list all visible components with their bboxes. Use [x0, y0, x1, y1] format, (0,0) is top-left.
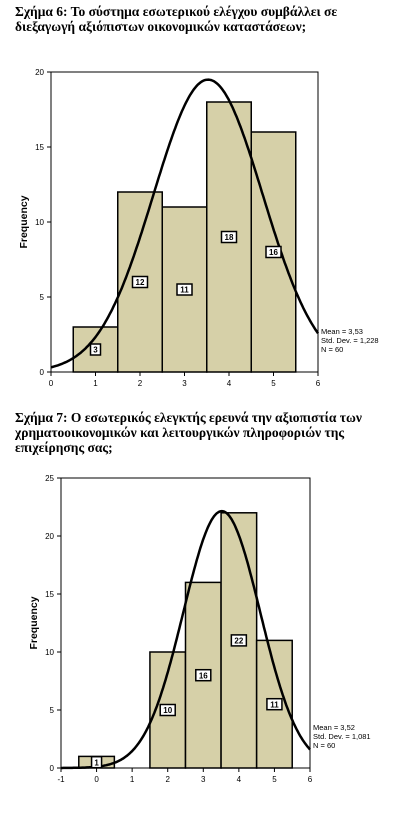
y-tick-label: 15 — [35, 143, 44, 152]
value-label-box — [89, 343, 102, 356]
figure-6-title-line-1: Σχήμα 6: Το σύστημα εσωτερικού ελέγχου σ… — [15, 4, 338, 19]
value-label-box — [176, 283, 193, 296]
x-tick-label: 1 — [93, 379, 98, 388]
x-tick-label: 6 — [316, 379, 321, 388]
figure-7-title-line-2: χρηματοοικονομικών και λειτουργικών πληρ… — [15, 425, 345, 440]
figure-6-title: Σχήμα 6: Το σύστημα εσωτερικού ελέγχου σ… — [15, 4, 410, 34]
y-tick-label: 10 — [35, 218, 44, 227]
value-label-box — [131, 275, 149, 289]
normal-curve — [50, 78, 320, 369]
x-tick-label: 6 — [308, 775, 313, 784]
x-tick-label: 5 — [271, 379, 276, 388]
figure-7-title: Σχήμα 7: Ο εσωτερικός ελεγκτής ερευνά τη… — [15, 410, 410, 455]
x-tick-label: 2 — [165, 775, 170, 784]
value-label-box — [90, 755, 103, 769]
value-label: 1 — [94, 758, 99, 767]
x-tick-label: 4 — [227, 379, 232, 388]
value-label-box — [266, 697, 283, 711]
stats-legend-line: Mean = 3,52 — [313, 723, 355, 732]
x-tick-label: 0 — [49, 379, 54, 388]
value-label: 12 — [136, 278, 145, 287]
y-tick-label: 10 — [45, 648, 54, 657]
value-label-box — [230, 634, 248, 647]
x-tick-label: 3 — [182, 379, 187, 388]
stats-legend-line: Std. Dev. = 1,228 — [321, 336, 379, 345]
x-tick-label: 5 — [272, 775, 277, 784]
value-label: 11 — [180, 286, 189, 295]
y-axis-label: Frequency — [28, 596, 40, 649]
y-tick-label: 5 — [50, 706, 55, 715]
value-label: 16 — [199, 671, 208, 680]
stats-legend-line: Std. Dev. = 1,081 — [313, 732, 371, 741]
value-label-box — [220, 230, 238, 244]
value-label: 22 — [234, 637, 243, 646]
y-tick-label: 25 — [45, 474, 54, 483]
y-tick-label: 5 — [40, 293, 45, 302]
figure-7-title-line-1: Σχήμα 7: Ο εσωτερικός ελεγκτής ερευνά τη… — [15, 410, 362, 425]
stats-legend-line: N = 60 — [313, 741, 335, 750]
y-tick-label: 0 — [40, 368, 45, 377]
y-tick-label: 20 — [45, 532, 54, 541]
y-tick-label: 0 — [50, 764, 55, 773]
value-label-box — [159, 703, 176, 717]
value-label: 11 — [270, 700, 279, 709]
value-label-box — [265, 245, 282, 259]
value-label: 18 — [225, 233, 234, 242]
figure-7-title-line-3: επιχείρησης σας; — [15, 440, 113, 455]
stats-legend-line: N = 60 — [321, 345, 343, 354]
normal-curve — [61, 509, 311, 770]
stats-legend-line: Mean = 3,53 — [321, 327, 363, 336]
x-tick-label: 1 — [130, 775, 135, 784]
value-label: 3 — [93, 346, 98, 355]
x-tick-label: 3 — [201, 775, 206, 784]
value-label: 16 — [269, 248, 278, 257]
y-tick-label: 20 — [35, 68, 44, 77]
x-tick-label: 4 — [237, 775, 242, 784]
x-tick-label: -1 — [57, 775, 65, 784]
value-label: 10 — [163, 706, 172, 715]
x-tick-label: 0 — [94, 775, 99, 784]
y-axis-label: Frequency — [18, 195, 30, 248]
x-tick-label: 2 — [138, 379, 143, 388]
figure-6-title-line-2: διεξαγωγή αξιόπιστων οικονομικών καταστά… — [15, 19, 307, 34]
value-label-box — [195, 668, 212, 682]
y-tick-label: 15 — [45, 590, 54, 599]
